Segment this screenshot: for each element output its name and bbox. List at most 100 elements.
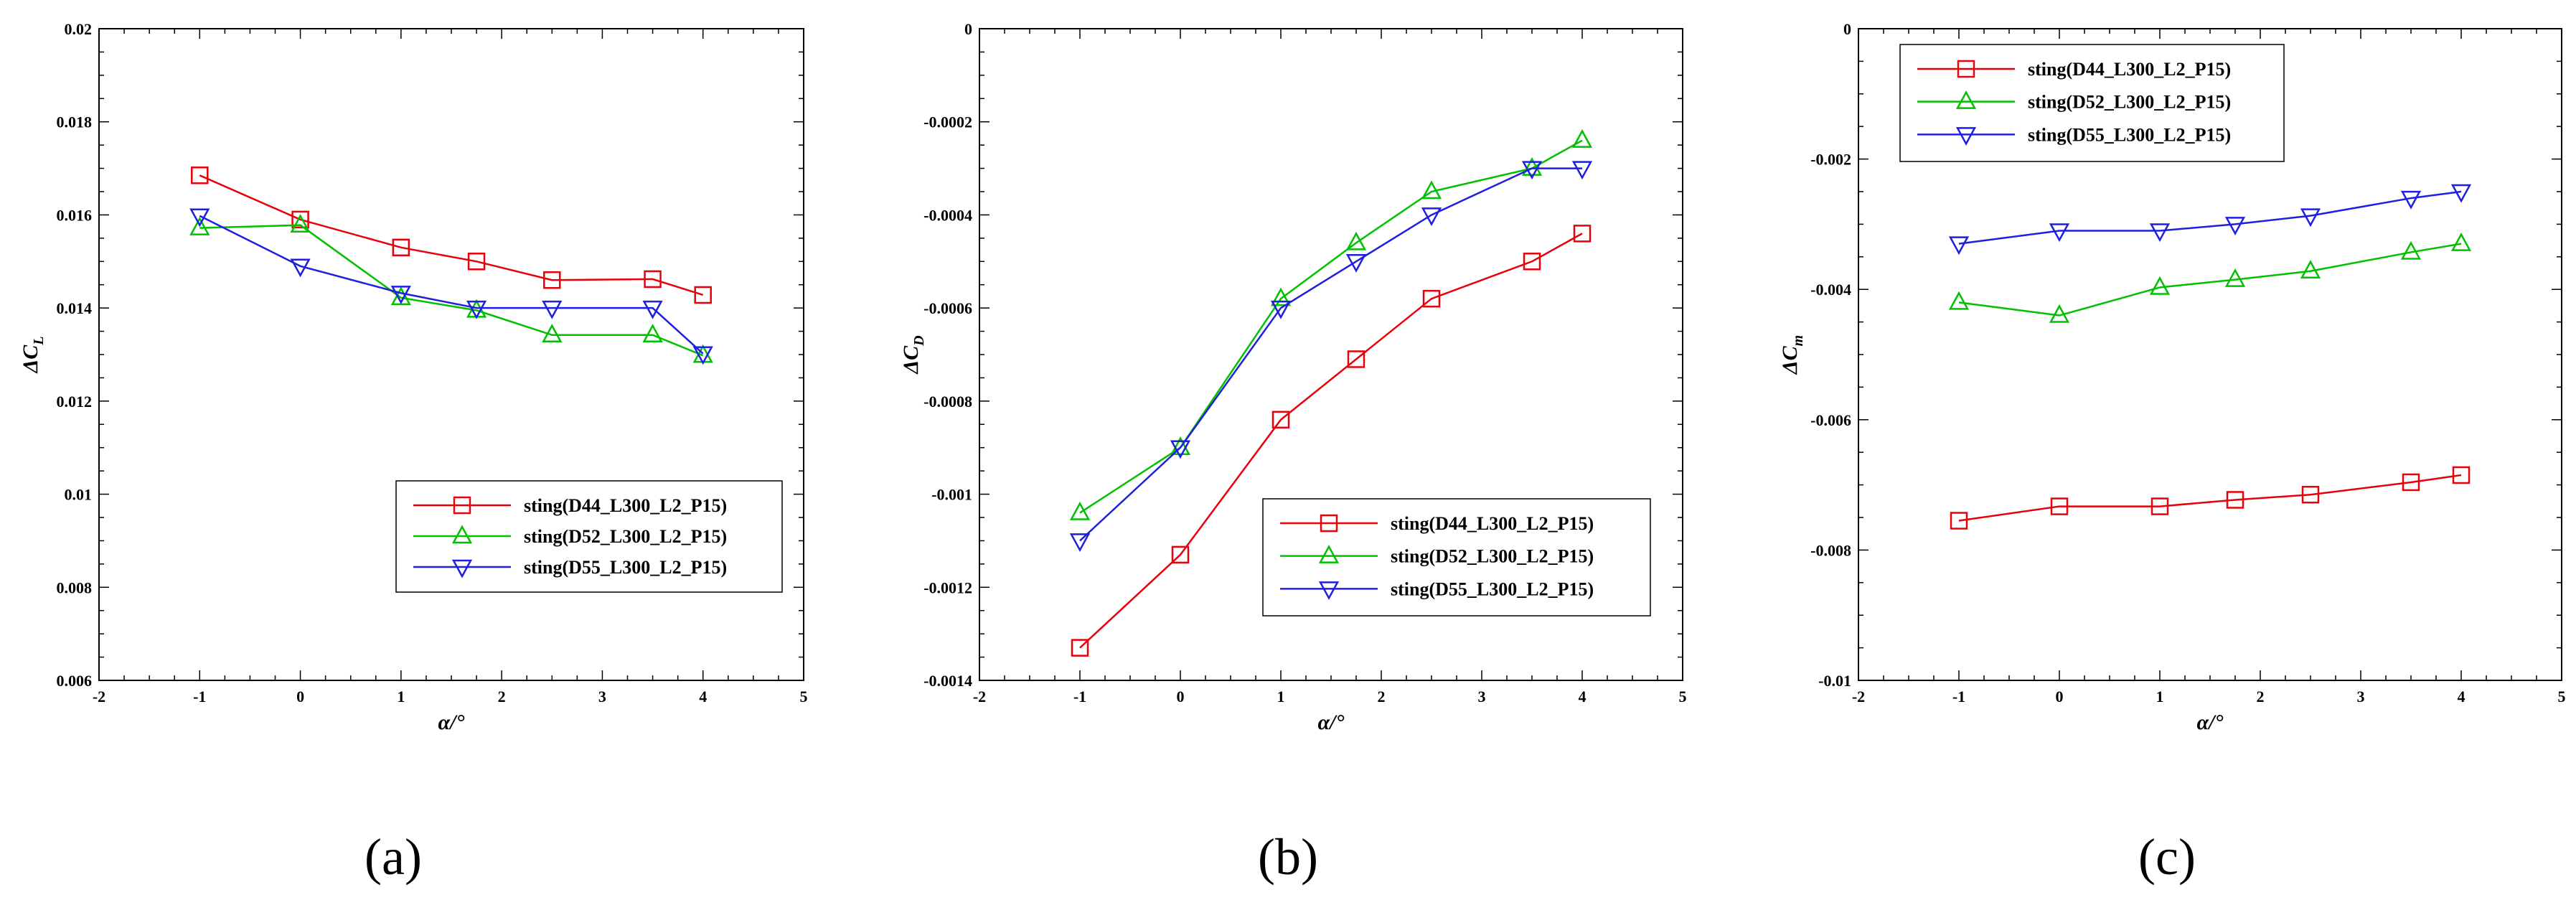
data-point (189, 216, 210, 235)
x-tick-label: 2 (1378, 688, 1386, 706)
data-point (1171, 545, 1190, 564)
legend-label: sting(D52_L300_L2_P15) (524, 526, 727, 547)
data-point (694, 286, 712, 304)
x-tick-label: 3 (1478, 688, 1486, 706)
x-axis-label: α/° (1318, 711, 1345, 734)
x-tick-label: 5 (2558, 688, 2566, 706)
x-tick-label: 3 (2357, 688, 2365, 706)
data-point (2149, 223, 2171, 243)
data-point (2400, 190, 2422, 210)
x-tick-label: 0 (296, 688, 304, 706)
y-tick-label: -0.0006 (923, 299, 972, 317)
x-tick-label: 0 (1177, 688, 1185, 706)
data-point (1571, 129, 1593, 148)
legend-label: sting(D44_L300_L2_P15) (2028, 59, 2231, 80)
y-tick-label: -0.0012 (923, 578, 972, 596)
legend-swatch-marker (1955, 127, 1977, 146)
x-tick-label: 1 (397, 688, 405, 706)
data-point (542, 324, 563, 343)
x-tick-label: 4 (2458, 688, 2465, 706)
legend-swatch-marker (1955, 90, 1977, 109)
series-line (1958, 243, 2462, 317)
data-point (1347, 350, 1365, 368)
series-1 (1950, 466, 2471, 530)
data-point (644, 270, 662, 289)
y-tick-label: -0.004 (1810, 281, 1851, 299)
data-point (2049, 223, 2070, 243)
data-point (2450, 233, 2472, 251)
y-tick-label: -0.001 (931, 486, 972, 504)
y-tick-label: -0.0004 (923, 206, 972, 224)
data-point (1571, 161, 1593, 180)
x-tick-label: 1 (2156, 688, 2164, 706)
data-point (466, 300, 487, 319)
legend: sting(D44_L300_L2_P15) sting(D52_L300_L2_… (395, 480, 783, 593)
series-2 (1069, 129, 1593, 520)
x-axis-label: α/° (438, 711, 465, 734)
legend-label: sting(D52_L300_L2_P15) (2028, 92, 2231, 113)
series-1 (191, 167, 712, 304)
series-line (1079, 167, 1582, 542)
x-tick-label: 5 (800, 688, 808, 706)
legend: sting(D44_L300_L2_P15) sting(D52_L300_L2_… (1899, 44, 2285, 162)
y-tick-label: 0 (964, 20, 972, 38)
chart-panels: -2 -1 0 1 2 3 4 5 0.006 0.008 0.01 0.012 0.014 0.016 0… (19, 20, 2566, 886)
x-tick-label: -1 (1952, 688, 1965, 706)
data-point (2400, 240, 2422, 260)
y-axis-label: ΔCD (899, 335, 927, 374)
data-point (467, 253, 486, 271)
legend-box (1899, 44, 2285, 162)
data-point (392, 238, 410, 257)
legend-swatch-marker (451, 525, 473, 544)
x-tick-label: -2 (93, 688, 105, 706)
x-tick-label: -1 (193, 688, 206, 706)
data-point (2450, 184, 2472, 203)
data-point (2402, 473, 2420, 492)
series-line (199, 224, 704, 357)
legend-swatch-marker (453, 496, 471, 515)
legend-label: sting(D44_L300_L2_P15) (1391, 513, 1594, 534)
x-tick-label: -2 (973, 688, 986, 706)
data-point (642, 300, 663, 319)
legend-swatch-marker (451, 559, 473, 578)
data-point (2149, 276, 2171, 295)
y-tick-label: 0.02 (65, 20, 93, 38)
data-point (191, 167, 209, 184)
data-point (2150, 497, 2169, 515)
data-point (692, 346, 713, 365)
panel-label: (b) (1258, 828, 1318, 886)
series-2 (189, 214, 713, 363)
series-3 (1069, 161, 1593, 553)
y-tick-label: 0.006 (57, 672, 93, 690)
data-point (642, 324, 663, 343)
data-point (1521, 161, 1543, 180)
y-tick-label: 0.01 (65, 486, 93, 504)
data-point (291, 210, 309, 229)
data-point (1948, 291, 1970, 310)
data-point (2226, 491, 2244, 509)
legend-swatch-marker (1318, 581, 1340, 600)
data-point (1573, 225, 1592, 243)
data-point (1948, 236, 1970, 256)
x-tick-label: 3 (598, 688, 606, 706)
y-tick-label: 0.016 (57, 206, 93, 224)
x-tick-label: 4 (699, 688, 707, 706)
legend-swatch-marker (1318, 545, 1340, 563)
data-point (1170, 436, 1191, 455)
data-point (2300, 260, 2321, 279)
series-line (199, 174, 704, 296)
data-point (2224, 268, 2246, 287)
y-tick-label: -0.0002 (923, 113, 972, 131)
x-axis-label: α/° (2197, 711, 2224, 734)
series-line (1079, 139, 1583, 514)
data-point (2452, 466, 2471, 484)
data-point (1421, 207, 1442, 227)
data-point (390, 286, 411, 304)
data-point (1271, 411, 1290, 429)
y-tick-label: -0.008 (1810, 541, 1851, 559)
y-axis-label: ΔCL (19, 336, 47, 373)
y-tick-label: 0.018 (57, 113, 93, 131)
data-point (1521, 156, 1543, 176)
y-tick-label: 0 (1843, 20, 1851, 38)
